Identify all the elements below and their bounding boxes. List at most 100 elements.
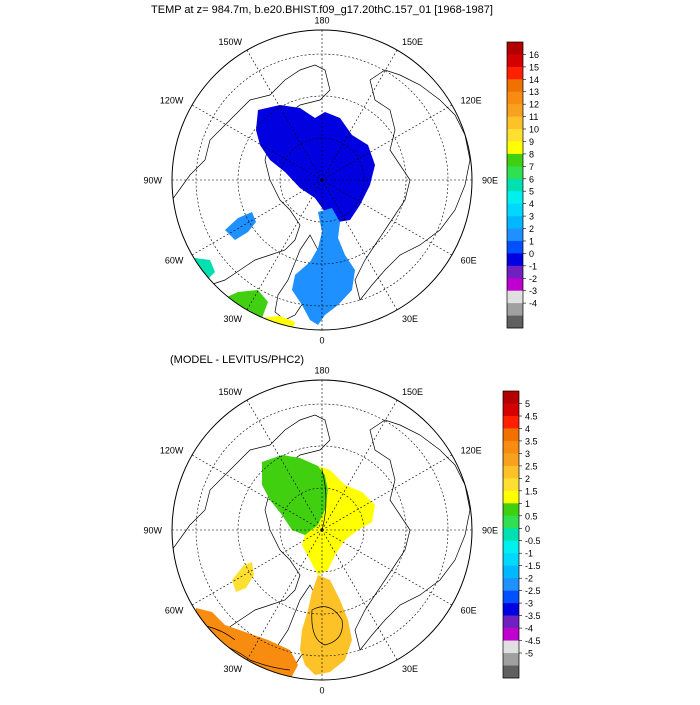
longitude-labels: 180 150E 120E 90E 60E 30E 0 30W 60W 90W 120W 150W [143, 16, 498, 346]
contour-line [321, 469, 327, 531]
colorbar-swatch [507, 104, 523, 117]
colorbar-label: 8 [529, 149, 534, 159]
colorbar-swatch [507, 216, 523, 229]
colorbar-label: 9 [529, 137, 534, 147]
longitude-label: 150W [218, 37, 242, 47]
colorbar-swatch [503, 578, 519, 591]
colorbar-swatch [507, 66, 523, 80]
colorbar-swatch [503, 565, 519, 579]
colorbar-label: -1 [525, 549, 533, 559]
longitude-label: 150W [218, 387, 242, 397]
colorbar-label: -4 [529, 299, 537, 309]
colorbar-label: 0.5 [525, 511, 538, 521]
colorbar-label: -4 [525, 624, 533, 634]
colorbar-label: 5 [529, 187, 534, 197]
longitude-label: 90E [482, 176, 498, 186]
longitude-label: 90E [482, 526, 498, 536]
colorbar-label: -3.5 [525, 611, 541, 621]
coastline-eurasia [354, 69, 471, 301]
colorbar-swatch [503, 640, 519, 654]
colorbar-swatch [507, 141, 523, 155]
longitude-label: 30E [402, 664, 418, 674]
meridian-line [321, 49, 398, 181]
longitude-label: 30W [223, 314, 242, 324]
region-north-atlantic-east [255, 316, 295, 330]
region-labrador-atlantic-diff [193, 608, 298, 680]
colorbar-swatch [503, 391, 519, 404]
map-title: (MODEL - LEVITUS/PHC2) [170, 354, 304, 366]
longitude-label: 180 [314, 366, 329, 376]
colorbar-label: 16 [529, 50, 539, 60]
region-makarov-eurasian-diff [302, 466, 375, 575]
longitude-label: 120W [160, 446, 184, 456]
colorbar-swatch [507, 178, 523, 192]
colorbar-swatch [507, 290, 523, 304]
colorbar-swatch [507, 54, 523, 68]
colorbar-label: 1 [529, 237, 534, 247]
colorbar-swatch [507, 42, 523, 55]
colorbar-swatch [507, 315, 523, 329]
region-canada-basin-diff [262, 455, 328, 535]
colorbar-label: -2 [525, 574, 533, 584]
colorbar-swatch [503, 553, 519, 566]
colorbar-label: 1 [525, 499, 530, 509]
colorbar-frame [506, 41, 524, 329]
colorbar-swatch [503, 628, 519, 641]
colorbar-label: 14 [529, 75, 539, 85]
colorbar-swatch [503, 528, 519, 542]
colorbar-swatch [507, 303, 523, 316]
colorbar-swatch [507, 265, 523, 279]
colorbar-swatch [507, 240, 523, 254]
difference-map-panel: (MODEL - LEVITUS/PHC2) 180 150E 120E 90E 60E… [143, 354, 540, 696]
longitude-label: 120E [461, 446, 482, 456]
map-data-area [172, 30, 472, 330]
region-baffin-bay-diff [232, 562, 254, 592]
colorbar-label: -3 [525, 599, 533, 609]
colorbar-swatch [507, 253, 523, 267]
colorbar-label: 1.5 [525, 486, 538, 496]
longitude-label: 90W [143, 526, 162, 536]
colorbar-label: 4 [525, 424, 530, 434]
longitude-label: 30W [223, 664, 242, 674]
colorbar-label: 15 [529, 62, 539, 72]
colorbar-label: 3.5 [525, 436, 538, 446]
colorbar-label: 2 [525, 474, 530, 484]
colorbar-label: 6 [529, 174, 534, 184]
colorbar-swatch [503, 440, 519, 454]
map-boundary [171, 379, 473, 681]
longitude-label: 0 [319, 686, 324, 696]
colorbar-label: 3 [525, 449, 530, 459]
longitude-label: 30E [402, 314, 418, 324]
colorbar-swatch [503, 415, 519, 429]
longitude-label: 60W [165, 256, 184, 266]
colorbar-swatch [507, 91, 523, 105]
colorbar-swatch [503, 478, 519, 492]
colorbar-label: -5 [525, 649, 533, 659]
colorbar-label: 2 [529, 224, 534, 234]
coastline-eurasia [354, 419, 471, 651]
colorbar-label: 12 [529, 100, 539, 110]
longitude-label: 150E [402, 37, 423, 47]
colorbar-label: 0 [525, 524, 530, 534]
colorbar-label: -1.5 [525, 561, 541, 571]
colorbar-swatch [507, 129, 523, 142]
colorbar-swatch [507, 278, 523, 291]
colorbar-swatch [503, 540, 519, 554]
colorbar-label: -2 [529, 274, 537, 284]
longitude-label: 60E [461, 606, 477, 616]
region-labrador-sea [195, 258, 215, 282]
colorbar-swatch [503, 653, 519, 666]
longitude-label: 120E [461, 96, 482, 106]
region-eurasian-basin [292, 208, 355, 325]
colorbar-swatch [503, 615, 519, 629]
longitude-label: 150E [402, 387, 423, 397]
meridian-line [321, 399, 398, 531]
colorbar-label: -0.5 [525, 536, 541, 546]
map-title: TEMP at z= 984.7m, b.e20.BHIST.f09_g17.2… [151, 4, 493, 16]
colorbar-label: -1 [529, 261, 537, 271]
colorbar-swatch [503, 503, 519, 517]
meridian-line [321, 179, 398, 311]
graticule [172, 380, 472, 680]
